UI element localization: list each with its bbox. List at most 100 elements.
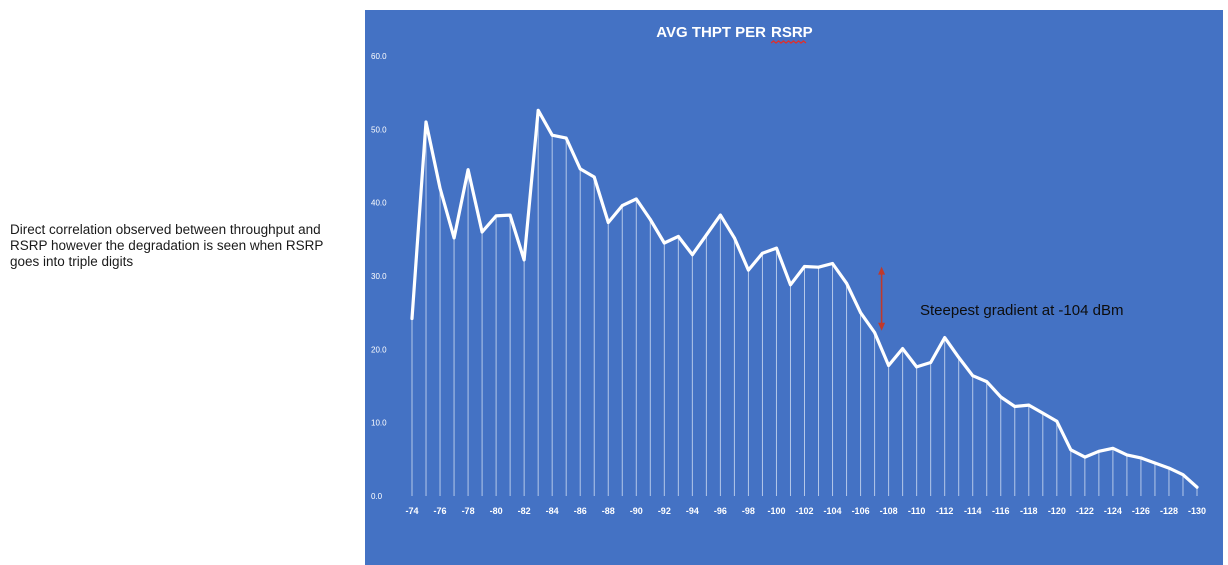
data-point [620, 204, 624, 208]
chart-title: AVG THPT PER [656, 24, 766, 41]
data-point [452, 236, 456, 240]
data-point [1167, 466, 1171, 470]
x-tick-label: -122 [1076, 506, 1094, 516]
y-tick-label: 10.0 [371, 419, 387, 428]
data-point [1013, 405, 1017, 408]
data-point [873, 331, 876, 334]
data-point [999, 395, 1003, 399]
data-point [1181, 473, 1185, 477]
data-point [508, 213, 512, 217]
data-point [901, 347, 905, 350]
data-point [550, 133, 554, 137]
x-tick-label: -114 [964, 506, 982, 516]
x-tick-label: -74 [405, 506, 418, 516]
title-spellcheck-underline [770, 40, 807, 44]
data-point [831, 262, 834, 265]
y-tick-label: 0.0 [371, 492, 383, 501]
data-point [718, 213, 722, 217]
x-tick-label: -116 [992, 506, 1010, 516]
data-point [929, 361, 933, 364]
data-point [704, 233, 708, 237]
data-point [1195, 485, 1199, 489]
data-point [845, 281, 848, 285]
y-tick-label: 30.0 [371, 272, 387, 281]
data-point [887, 364, 891, 367]
x-tick-label: -82 [518, 506, 531, 516]
data-point [859, 311, 862, 315]
x-tick-label: -86 [574, 506, 587, 516]
data-point [424, 120, 428, 124]
data-point [648, 218, 652, 221]
y-tick-label: 50.0 [371, 125, 387, 134]
annotation-arrowhead-bottom [878, 322, 886, 331]
drop-lines [411, 110, 1198, 496]
data-point [1055, 419, 1059, 423]
data-point [634, 197, 638, 201]
data-point [803, 265, 806, 268]
data-point [690, 253, 694, 257]
data-point [438, 186, 442, 190]
data-point [1027, 403, 1031, 407]
chart-background [365, 10, 1223, 565]
x-tick-label: -120 [1048, 506, 1066, 516]
x-tick-label: -94 [686, 506, 699, 516]
data-point [915, 365, 919, 369]
x-tick-label: -100 [767, 506, 785, 516]
x-tick-label: -88 [602, 506, 615, 516]
data-points [410, 108, 1199, 489]
data-point [522, 258, 526, 262]
x-tick-label: -112 [936, 506, 954, 516]
data-point [1111, 446, 1115, 450]
data-point [747, 268, 750, 272]
data-point [494, 214, 498, 218]
chart-svg: 0.0 10.0 20.0 30.0 40.0 50.0 60.0 -74 -76 -78 -80… [365, 10, 1223, 565]
data-point [606, 221, 610, 224]
y-axis-ticks: 0.0 10.0 20.0 30.0 40.0 50.0 60.0 [371, 52, 387, 501]
y-tick-label: 20.0 [371, 345, 387, 354]
data-point [1041, 411, 1045, 415]
data-point [1097, 449, 1101, 453]
x-tick-label: -84 [546, 506, 559, 516]
x-tick-label: -102 [795, 506, 813, 516]
data-point [1139, 456, 1143, 460]
data-point [943, 336, 947, 339]
data-point [957, 356, 961, 359]
data-point [985, 380, 989, 383]
x-tick-label: -110 [908, 506, 926, 516]
y-tick-label: 40.0 [371, 199, 387, 208]
x-tick-label: -128 [1160, 506, 1178, 516]
x-tick-label: -118 [1020, 506, 1038, 516]
data-point [676, 235, 680, 238]
data-point [480, 230, 484, 234]
data-point [789, 283, 792, 287]
data-point [971, 374, 975, 378]
y-tick-label: 60.0 [371, 52, 387, 61]
x-tick-label: -104 [824, 506, 842, 516]
data-point [536, 108, 540, 112]
data-point [410, 317, 414, 320]
x-tick-label: -106 [852, 506, 870, 516]
x-tick-label: -92 [658, 506, 671, 516]
data-point [1153, 461, 1157, 465]
data-point [733, 236, 736, 240]
data-point [578, 167, 582, 171]
annotation-text: Steepest gradient at -104 dBm [920, 302, 1123, 319]
data-point [761, 251, 764, 255]
x-tick-label: -78 [462, 506, 475, 516]
x-axis-ticks: -74 -76 -78 -80 -82 -84 -86 -88 -90 -92 -94 -96 -98 -… [405, 506, 1206, 516]
x-tick-label: -130 [1188, 506, 1206, 516]
data-point [466, 168, 470, 172]
annotation: Steepest gradient at -104 dBm [878, 266, 1123, 331]
x-tick-label: -124 [1104, 506, 1122, 516]
chart-panel: 0.0 10.0 20.0 30.0 40.0 50.0 60.0 -74 -76 -78 -80… [365, 10, 1223, 565]
x-tick-label: -98 [742, 506, 755, 516]
data-point [817, 265, 820, 269]
data-point [662, 241, 666, 245]
annotation-arrowhead-top [878, 266, 886, 275]
x-tick-label: -76 [434, 506, 447, 516]
data-point [775, 246, 778, 250]
x-tick-label: -90 [630, 506, 643, 516]
chart-title-underlined-word: RSRP [771, 24, 813, 41]
data-point [592, 175, 596, 179]
data-point [1125, 453, 1129, 457]
